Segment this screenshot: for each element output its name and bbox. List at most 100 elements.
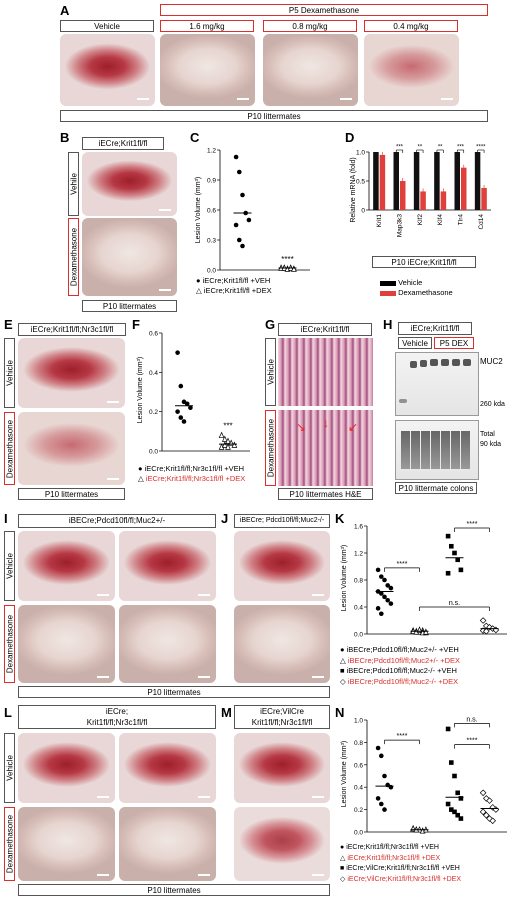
brain-image-e-veh xyxy=(18,338,125,408)
western-blot-muc2 xyxy=(395,352,479,416)
data-point xyxy=(240,243,245,249)
data-point xyxy=(483,811,490,819)
y-tick-label: 0.2 xyxy=(149,409,158,416)
data-point xyxy=(237,237,242,243)
data-point xyxy=(379,591,384,596)
bar-dexamethasone xyxy=(400,181,406,210)
chart-n: Lesion Volume (mm³) 0.0 0.2 0.4 0.6 0.8 1.0 **… xyxy=(341,716,507,837)
y-tick-label: 0.4 xyxy=(354,605,363,612)
y-tick-label: 0.4 xyxy=(354,785,363,792)
y-tick-label: 1.2 xyxy=(207,148,216,155)
panel-label-n: N xyxy=(335,705,345,720)
brain-image-i-veh-1 xyxy=(18,531,115,601)
panel-label-a: A xyxy=(60,3,70,18)
data-point xyxy=(445,570,451,576)
y-tick-label: 0.5 xyxy=(356,179,365,186)
y-tick-label: 0.8 xyxy=(354,578,363,585)
legend-d-swatch-1 xyxy=(380,280,396,286)
row-label-e-1: Vehicle xyxy=(4,338,15,408)
chart-c: Lesion Volume (mm³) 0.0 0.3 0.6 0.9 1.2 **** xyxy=(195,148,310,275)
genotype-i: iBECre;Pdcd10fl/fl;Muc2+/- xyxy=(18,514,216,528)
significance-label: **** xyxy=(467,738,478,745)
data-point xyxy=(449,543,454,549)
y-tick-label: 0.0 xyxy=(354,830,363,837)
panel-label-l: L xyxy=(4,705,12,720)
bar-vehicle xyxy=(434,152,440,210)
legend-f-marker-2: △ xyxy=(138,474,144,483)
x-tick-label: Cd14 xyxy=(478,214,485,230)
ylabel-d: Relative mRNA (fold) xyxy=(350,157,357,222)
bar-dexamethasone xyxy=(461,167,467,210)
genotype-l: iECre; Krit1fl/fl;Nr3c1fl/fl xyxy=(18,705,216,729)
data-point xyxy=(452,809,457,815)
y-tick-label: 0.0 xyxy=(354,632,363,639)
x-tick-label: Tlr4 xyxy=(458,214,465,226)
data-point xyxy=(218,431,225,438)
label-260kda: 260 kda xyxy=(480,401,505,408)
bar-dexamethasone xyxy=(420,191,426,210)
legend-c-marker-1: ● xyxy=(196,276,201,285)
data-point xyxy=(375,796,381,801)
data-point xyxy=(379,753,384,759)
brain-image-l-dex-2 xyxy=(119,807,216,881)
genotype-b: iECre;Krit1fl/fl xyxy=(82,137,164,150)
footer-h: P10 littermate colons xyxy=(395,482,477,494)
data-point xyxy=(233,222,239,228)
data-point xyxy=(486,797,493,804)
brain-image-e-dex xyxy=(18,412,125,485)
significance-label: **** xyxy=(467,521,478,528)
y-tick-label: 0 xyxy=(361,208,365,215)
ylabel-c: Lesion Volume (mm³) xyxy=(195,177,202,244)
data-point xyxy=(458,796,464,801)
brain-image-l-veh-2 xyxy=(119,733,216,803)
data-point xyxy=(379,574,384,579)
footer-ij: P10 littermates xyxy=(18,686,330,698)
data-point xyxy=(479,808,487,816)
data-point xyxy=(382,577,387,583)
y-tick-label: 0.6 xyxy=(149,331,158,338)
footer-a: P10 littermates xyxy=(60,110,488,122)
legend-f: ● iECre;Krit1fl/fl;Nr3c1fl/fl +VEH △ iEC… xyxy=(138,464,246,483)
row-label-g-1: Vehicle xyxy=(265,338,276,406)
data-point xyxy=(178,383,184,389)
data-point xyxy=(178,415,184,420)
x-tick-label: Map3k3 xyxy=(397,214,404,238)
histology-vehicle xyxy=(278,338,373,406)
label-dose-2: 0.8 mg/kg xyxy=(263,20,357,32)
brain-image-vehicle xyxy=(60,34,155,106)
data-point xyxy=(445,726,451,732)
data-point xyxy=(379,801,384,807)
panel-label-k: K xyxy=(335,511,345,526)
footer-g: P10 littermates H&E xyxy=(278,488,373,500)
footer-d: P10 iECre;Krit1fl/fl xyxy=(372,256,476,268)
genotype-e: iECre;Krit1fl/fl;Nr3c1fl/fl xyxy=(18,323,126,336)
x-tick-label: Klf2 xyxy=(417,214,424,226)
data-point xyxy=(479,617,487,624)
row-label-g-2: Dexamethasone xyxy=(265,410,276,486)
footer-e: P10 littermates xyxy=(18,488,125,500)
brain-image-i-veh-2 xyxy=(119,531,216,601)
genotype-g: iECre;Krit1fl/fl xyxy=(278,323,372,336)
significance-label: *** xyxy=(457,145,465,151)
significance-label: *** xyxy=(223,421,232,430)
label-dose-1: 1.6 mg/kg xyxy=(160,20,254,32)
y-tick-label: 0.0 xyxy=(207,268,216,275)
data-point xyxy=(458,816,464,821)
y-tick-label: 1.0 xyxy=(354,718,363,725)
panel-label-g: G xyxy=(265,317,276,332)
panel-label-h: H xyxy=(383,317,393,332)
row-label-i-2: Dexamethasone xyxy=(4,605,15,683)
significance-label: *** xyxy=(396,145,404,151)
y-tick-label: 1.6 xyxy=(354,524,363,531)
data-point xyxy=(479,789,487,797)
y-tick-label: 1.2 xyxy=(354,551,363,558)
brain-image-dose-2 xyxy=(263,34,358,106)
brain-image-l-veh-1 xyxy=(18,733,115,803)
data-point xyxy=(483,795,490,802)
data-point xyxy=(175,409,180,414)
data-point xyxy=(291,265,297,272)
panel-label-m: M xyxy=(221,705,232,720)
brain-image-j-veh xyxy=(234,531,330,601)
chart-f: Lesion Volume (mm³) 0.0 0.2 0.4 0.6 *** xyxy=(137,331,250,456)
data-point xyxy=(382,594,387,600)
